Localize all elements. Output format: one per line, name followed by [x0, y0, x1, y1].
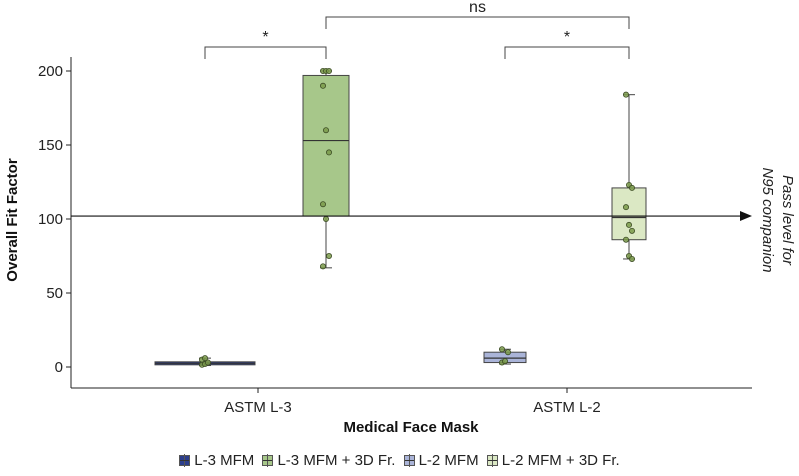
data-point [629, 184, 636, 191]
x-axis-title: Medical Face Mask [343, 419, 479, 436]
data-point [319, 263, 326, 270]
significance-bracket [204, 46, 327, 59]
significance-label: * [564, 29, 570, 46]
legend-label-l2-mfm: L-2 MFM [418, 452, 479, 469]
y-tick-label: 200 [38, 63, 63, 80]
significance-bracket [504, 46, 630, 59]
data-point [325, 68, 332, 75]
y-tick-label: 150 [38, 137, 63, 154]
data-point [325, 252, 332, 259]
legend-swatch-l2-mfm-3d [486, 454, 498, 467]
legend-item-l2-mfm-3d: L-2 MFM + 3D Fr. [486, 452, 620, 469]
data-point [498, 346, 505, 353]
legend-item-l3-mfm-3d: L-3 MFM + 3D Fr. [262, 452, 395, 469]
data-point [322, 127, 329, 134]
data-point [629, 227, 636, 234]
data-point [501, 358, 508, 365]
x-tick-label: ASTM L-2 [533, 399, 601, 416]
pass-level-arrowhead [740, 211, 752, 222]
data-point [322, 215, 329, 222]
y-tick-label: 100 [38, 211, 63, 228]
pass-level-label-line2: N95 companion [759, 167, 776, 272]
box-1 [302, 74, 350, 217]
box-plot-chart: 0 50 100 150 200 ASTM L-3 ASTM L-2 Medical Face… [4, 0, 796, 436]
y-tick-label: 50 [46, 285, 63, 302]
data-point [319, 201, 326, 208]
legend: L-3 MFM L-3 MFM + 3D Fr. L-2 MFM L-2 MFM… [0, 452, 799, 470]
legend-swatch-l3-mfm-3d [262, 454, 274, 467]
data-point [201, 355, 208, 362]
significance-label: * [262, 29, 268, 46]
significance-label: ns [469, 0, 486, 16]
legend-label-l3-mfm-3d: L-3 MFM + 3D Fr. [277, 452, 396, 469]
legend-item-l2-mfm: L-2 MFM [403, 452, 479, 469]
data-point [629, 255, 636, 262]
data-point [504, 349, 511, 356]
legend-label-l3-mfm: L-3 MFM [194, 452, 255, 469]
legend-swatch-l2-mfm [403, 454, 415, 467]
data-point [623, 91, 630, 98]
data-point [623, 236, 630, 243]
legend-label-l2-mfm-3d: L-2 MFM + 3D Fr. [501, 452, 620, 469]
data-point [325, 149, 332, 156]
pass-level-label-line1: Pass level for [779, 175, 796, 266]
x-tick-label: ASTM L-3 [224, 399, 292, 416]
data-point [204, 359, 211, 366]
significance-bracket [325, 16, 630, 29]
y-tick-label: 0 [55, 359, 63, 376]
data-point [319, 82, 326, 89]
data-point [626, 221, 633, 228]
data-point [623, 204, 630, 211]
legend-swatch-l3-mfm [179, 454, 191, 467]
legend-item-l3-mfm: L-3 MFM [179, 452, 254, 469]
y-axis-title: Overall Fit Factor [4, 158, 21, 282]
box-3 [611, 187, 647, 241]
